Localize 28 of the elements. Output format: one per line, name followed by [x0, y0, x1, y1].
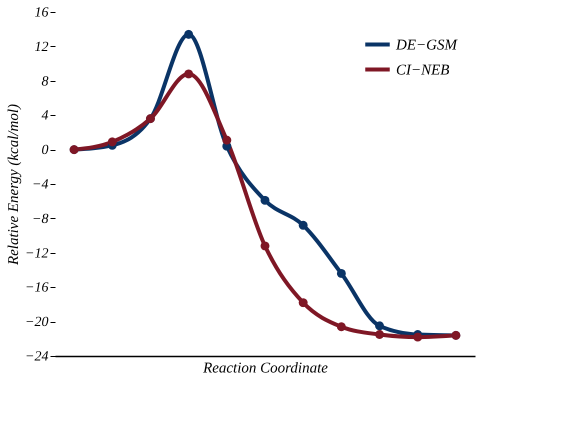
y-tick-label: −12 [25, 246, 48, 262]
y-tick-label: −4 [32, 178, 48, 192]
y-tick-label: −8 [32, 212, 48, 227]
legend-label: DE−GSM [395, 38, 458, 54]
legend-label: CI−NEB [396, 62, 450, 78]
point [413, 332, 422, 342]
point [260, 196, 270, 205]
point [108, 137, 117, 146]
point [222, 136, 232, 145]
y-tick-label: 4 [42, 108, 48, 124]
point [184, 30, 194, 39]
y-tick-label: 8 [42, 74, 48, 90]
point [336, 268, 346, 278]
point [184, 69, 194, 78]
point [375, 321, 384, 330]
y-tick-label: 12 [34, 40, 48, 55]
y-tick-label: −24 [25, 350, 48, 364]
y-tick-label: −20 [25, 315, 48, 330]
y-tick-label: 0 [42, 143, 48, 158]
point [336, 322, 346, 332]
y-tick-label: 16 [34, 6, 48, 20]
y-axis-title: Relative Energy (kcal/mol) [6, 104, 22, 266]
point [298, 298, 308, 308]
point [298, 220, 308, 230]
point [260, 241, 270, 250]
point [375, 330, 384, 339]
x-axis-title: Reaction Coordinate [202, 360, 328, 376]
y-tick-label: −16 [25, 280, 48, 296]
